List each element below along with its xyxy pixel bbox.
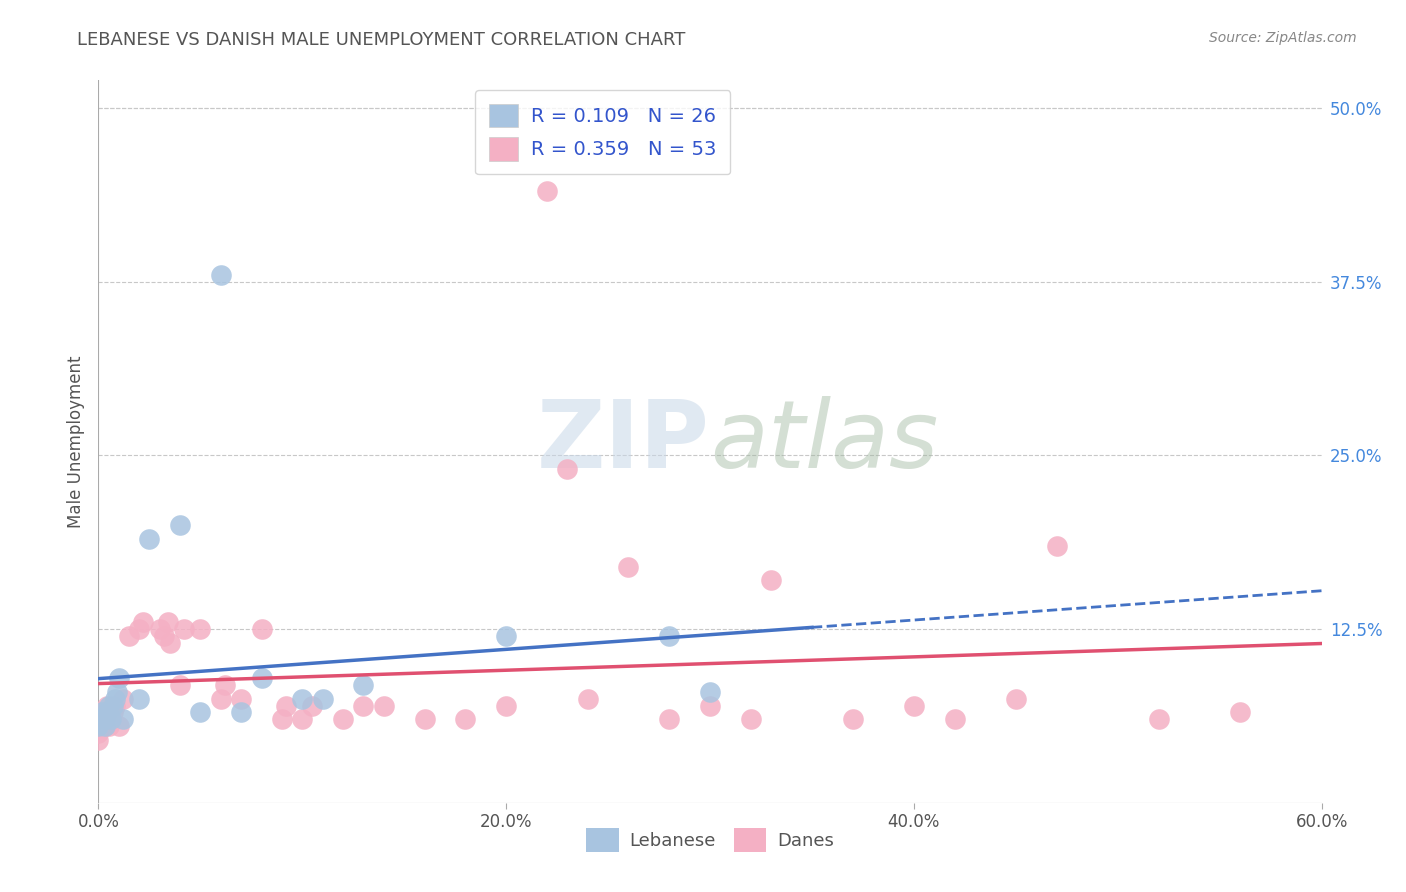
Text: LEBANESE VS DANISH MALE UNEMPLOYMENT CORRELATION CHART: LEBANESE VS DANISH MALE UNEMPLOYMENT COR… [77,31,686,49]
Point [536,185,558,199]
Point [169,517,191,532]
Point [108,719,131,733]
Point [495,698,517,713]
Point [658,629,681,643]
Point [138,532,160,546]
Point [159,636,181,650]
Point [118,629,141,643]
Point [214,678,236,692]
Legend: Lebanese, Danes: Lebanese, Danes [579,822,841,859]
Point [93,719,115,733]
Point [149,622,172,636]
Point [156,615,179,630]
Point [97,698,120,713]
Point [87,726,110,740]
Text: ZIP: ZIP [537,395,710,488]
Point [250,622,273,636]
Point [188,622,212,636]
Point [104,698,127,713]
Point [699,684,721,698]
Point [104,691,127,706]
Point [291,713,314,727]
Point [250,671,273,685]
Point [373,698,395,713]
Point [270,713,294,727]
Point [96,698,118,713]
Text: Source: ZipAtlas.com: Source: ZipAtlas.com [1209,31,1357,45]
Point [89,706,111,720]
Point [1004,691,1026,706]
Point [231,706,253,720]
Point [132,615,155,630]
Point [108,671,131,685]
Point [100,713,122,727]
Point [188,706,212,720]
Point [231,691,253,706]
Y-axis label: Male Unemployment: Male Unemployment [66,355,84,528]
Point [332,713,354,727]
Text: atlas: atlas [710,396,938,487]
Point [699,698,721,713]
Point [1147,713,1170,727]
Point [87,733,110,747]
Point [169,678,191,692]
Point [87,719,110,733]
Point [105,684,128,698]
Point [352,698,374,713]
Point [761,574,783,588]
Point [101,706,124,720]
Point [209,691,232,706]
Point [312,691,335,706]
Point [100,713,122,727]
Point [1229,706,1251,720]
Point [274,698,297,713]
Point [617,559,640,574]
Point [291,691,314,706]
Point [841,713,863,727]
Point [87,713,110,727]
Point [96,706,118,720]
Point [93,719,115,733]
Point [352,678,374,692]
Point [413,713,436,727]
Point [301,698,323,713]
Point [87,719,110,733]
Point [87,713,110,727]
Point [152,629,174,643]
Point [740,713,762,727]
Point [128,691,150,706]
Point [97,719,120,733]
Point [454,713,477,727]
Point [555,462,579,476]
Point [93,713,115,727]
Point [495,629,517,643]
Point [128,622,150,636]
Point [91,706,114,720]
Point [91,713,114,727]
Point [101,698,124,713]
Point [1045,539,1069,553]
Point [576,691,599,706]
Point [111,691,134,706]
Point [658,713,681,727]
Point [903,698,925,713]
Point [209,268,232,282]
Point [943,713,966,727]
Point [111,713,134,727]
Point [173,622,195,636]
